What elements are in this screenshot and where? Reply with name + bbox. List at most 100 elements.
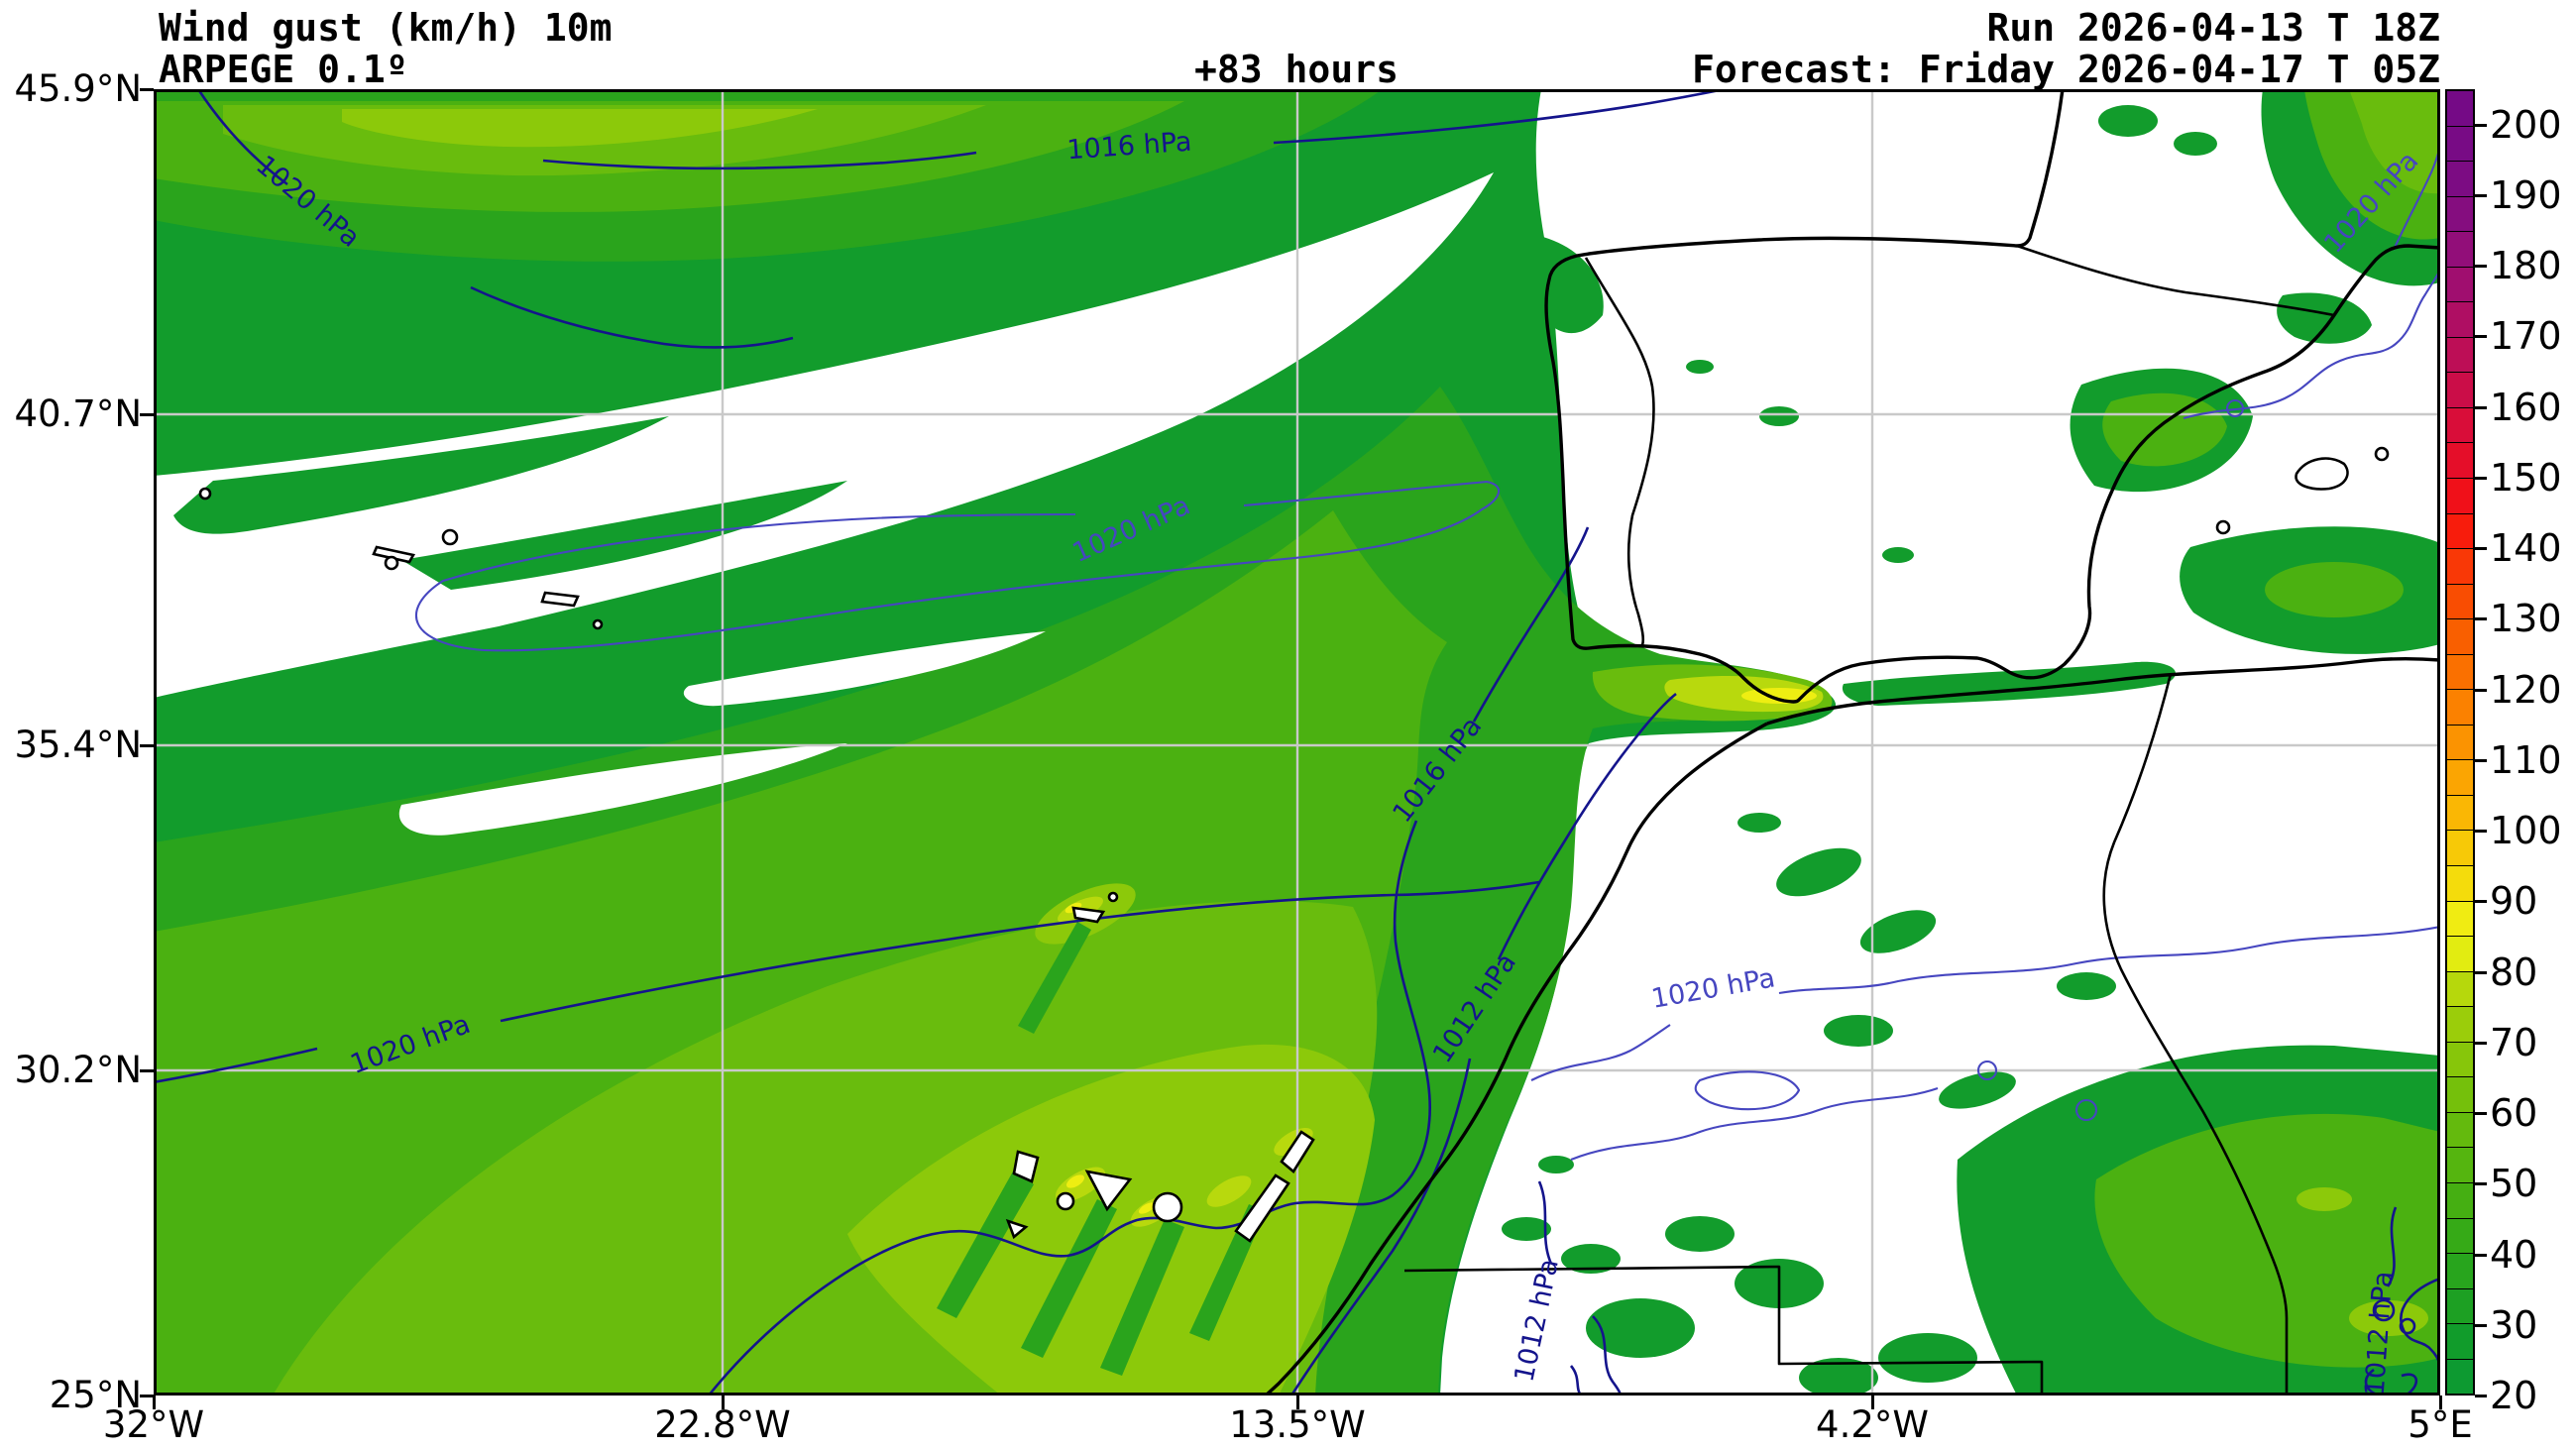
- colorbar-tick-mark: [2475, 758, 2487, 762]
- colorbar-block: [2447, 125, 2473, 162]
- lon-tick-label: 13.5°W: [1229, 1403, 1366, 1446]
- colorbar-tick-mark: [2475, 1182, 2487, 1186]
- colorbar-tick-mark: [2475, 1112, 2487, 1116]
- forecast-time-label: Forecast: Friday 2026-04-17 T 05Z: [1692, 48, 2440, 91]
- lon-tick-label: 22.8°W: [654, 1403, 791, 1446]
- colorbar-block: [2447, 1253, 2473, 1288]
- colorbar-tick-label: 160: [2490, 385, 2562, 429]
- colorbar-tick-mark: [2475, 1041, 2487, 1045]
- colorbar-block: [2447, 548, 2473, 584]
- page-title: Wind gust (km/h) 10m: [159, 6, 613, 50]
- lon-tick-mark: [1871, 1396, 1874, 1409]
- colorbar-block: [2447, 1111, 2473, 1148]
- colorbar-block: [2447, 512, 2473, 549]
- lon-tick-label: 4.2°W: [1816, 1403, 1929, 1446]
- colorbar-block: [2447, 266, 2473, 302]
- colorbar-tick-label: 200: [2490, 102, 2562, 147]
- colorbar-tick-label: 130: [2490, 597, 2562, 641]
- colorbar-block: [2447, 478, 2473, 513]
- lon-tick-mark: [153, 1396, 156, 1409]
- colorbar-block: [2447, 1147, 2473, 1182]
- colorbar-tick-mark: [2475, 830, 2487, 834]
- lat-lon-gridlines: [154, 89, 2440, 1396]
- colorbar-tick-label: 140: [2490, 526, 2562, 571]
- colorbar-block: [2447, 830, 2473, 866]
- islands: [198, 446, 2390, 1243]
- colorbar-block: [2447, 1217, 2473, 1254]
- colorbar-tick-mark: [2475, 476, 2487, 480]
- colorbar-block: [2447, 759, 2473, 795]
- lat-tick-label: 45.9°N: [14, 67, 142, 110]
- colorbar-block: [2447, 1006, 2473, 1042]
- colorbar-tick-label: 120: [2490, 667, 2562, 712]
- colorbar-block: [2447, 1181, 2473, 1218]
- colorbar-tick-label: 30: [2490, 1302, 2538, 1347]
- lead-time-label: +83 hours: [1194, 48, 1399, 91]
- colorbar-tick-mark: [2475, 123, 2487, 127]
- colorbar: [2445, 89, 2475, 1396]
- colorbar-tick-label: 70: [2490, 1020, 2538, 1064]
- lon-tick-label: 32°W: [102, 1403, 205, 1446]
- lon-tick-mark: [2439, 1396, 2442, 1409]
- colorbar-tick-label: 50: [2490, 1162, 2538, 1206]
- colorbar-block: [2447, 161, 2473, 196]
- colorbar-tick-mark: [2475, 688, 2487, 692]
- map-frame: [154, 89, 2440, 1396]
- colorbar-block: [2447, 195, 2473, 232]
- colorbar-tick-label: 60: [2490, 1091, 2538, 1136]
- colorbar-block: [2447, 583, 2473, 619]
- lat-tick-label: 30.2°N: [14, 1049, 142, 1091]
- colorbar-block: [2447, 1076, 2473, 1112]
- colorbar-tick-mark: [2475, 265, 2487, 269]
- colorbar-tick-label: 40: [2490, 1232, 2538, 1277]
- colorbar-tick-label: 170: [2490, 314, 2562, 359]
- colorbar-block: [2447, 406, 2473, 443]
- colorbar-block: [2447, 91, 2473, 126]
- colorbar-tick-mark: [2475, 970, 2487, 974]
- colorbar-block: [2447, 724, 2473, 760]
- lat-tick-mark: [140, 1395, 154, 1397]
- lon-tick-label: 5°E: [2408, 1403, 2473, 1446]
- colorbar-tick-label: 100: [2490, 809, 2562, 853]
- run-time-label: Run 2026-04-13 T 18Z: [1986, 6, 2440, 50]
- colorbar-block: [2447, 1287, 2473, 1324]
- colorbar-block: [2447, 1358, 2473, 1395]
- coastlines: [1264, 89, 2440, 1396]
- model-label: ARPEGE 0.1º: [159, 48, 408, 91]
- colorbar-tick-mark: [2475, 335, 2487, 339]
- colorbar-tick-label: 90: [2490, 879, 2538, 924]
- lat-tick-label: 25°N: [49, 1374, 142, 1416]
- colorbar-block: [2447, 970, 2473, 1007]
- lat-tick-label: 40.7°N: [14, 392, 142, 435]
- colorbar-block: [2447, 794, 2473, 831]
- lat-tick-label: 35.4°N: [14, 724, 142, 766]
- colorbar-tick-label: 20: [2490, 1374, 2538, 1417]
- colorbar-tick-mark: [2475, 617, 2487, 621]
- lat-tick-mark: [140, 413, 154, 416]
- colorbar-tick-label: 110: [2490, 737, 2562, 782]
- colorbar-tick-label: 190: [2490, 172, 2562, 217]
- colorbar-tick-label: 150: [2490, 455, 2562, 500]
- colorbar-block: [2447, 618, 2473, 654]
- lon-tick-mark: [1296, 1396, 1299, 1409]
- colorbar-block: [2447, 1041, 2473, 1077]
- colorbar-tick-mark: [2475, 1253, 2487, 1257]
- colorbar-block: [2447, 301, 2473, 337]
- colorbar-block: [2447, 900, 2473, 937]
- colorbar-tick-mark: [2475, 1323, 2487, 1327]
- colorbar-tick-mark: [2475, 547, 2487, 551]
- colorbar-tick-mark: [2475, 900, 2487, 904]
- colorbar-tick-mark: [2475, 193, 2487, 197]
- colorbar-block: [2447, 231, 2473, 267]
- colorbar-block: [2447, 442, 2473, 479]
- colorbar-block: [2447, 653, 2473, 690]
- colorbar-tick-label: 180: [2490, 244, 2562, 288]
- colorbar-tick-mark: [2475, 1395, 2487, 1397]
- colorbar-block: [2447, 336, 2473, 373]
- colorbar-tick-label: 80: [2490, 949, 2538, 994]
- colorbar-block: [2447, 689, 2473, 725]
- lat-tick-mark: [140, 744, 154, 747]
- colorbar-block: [2447, 936, 2473, 971]
